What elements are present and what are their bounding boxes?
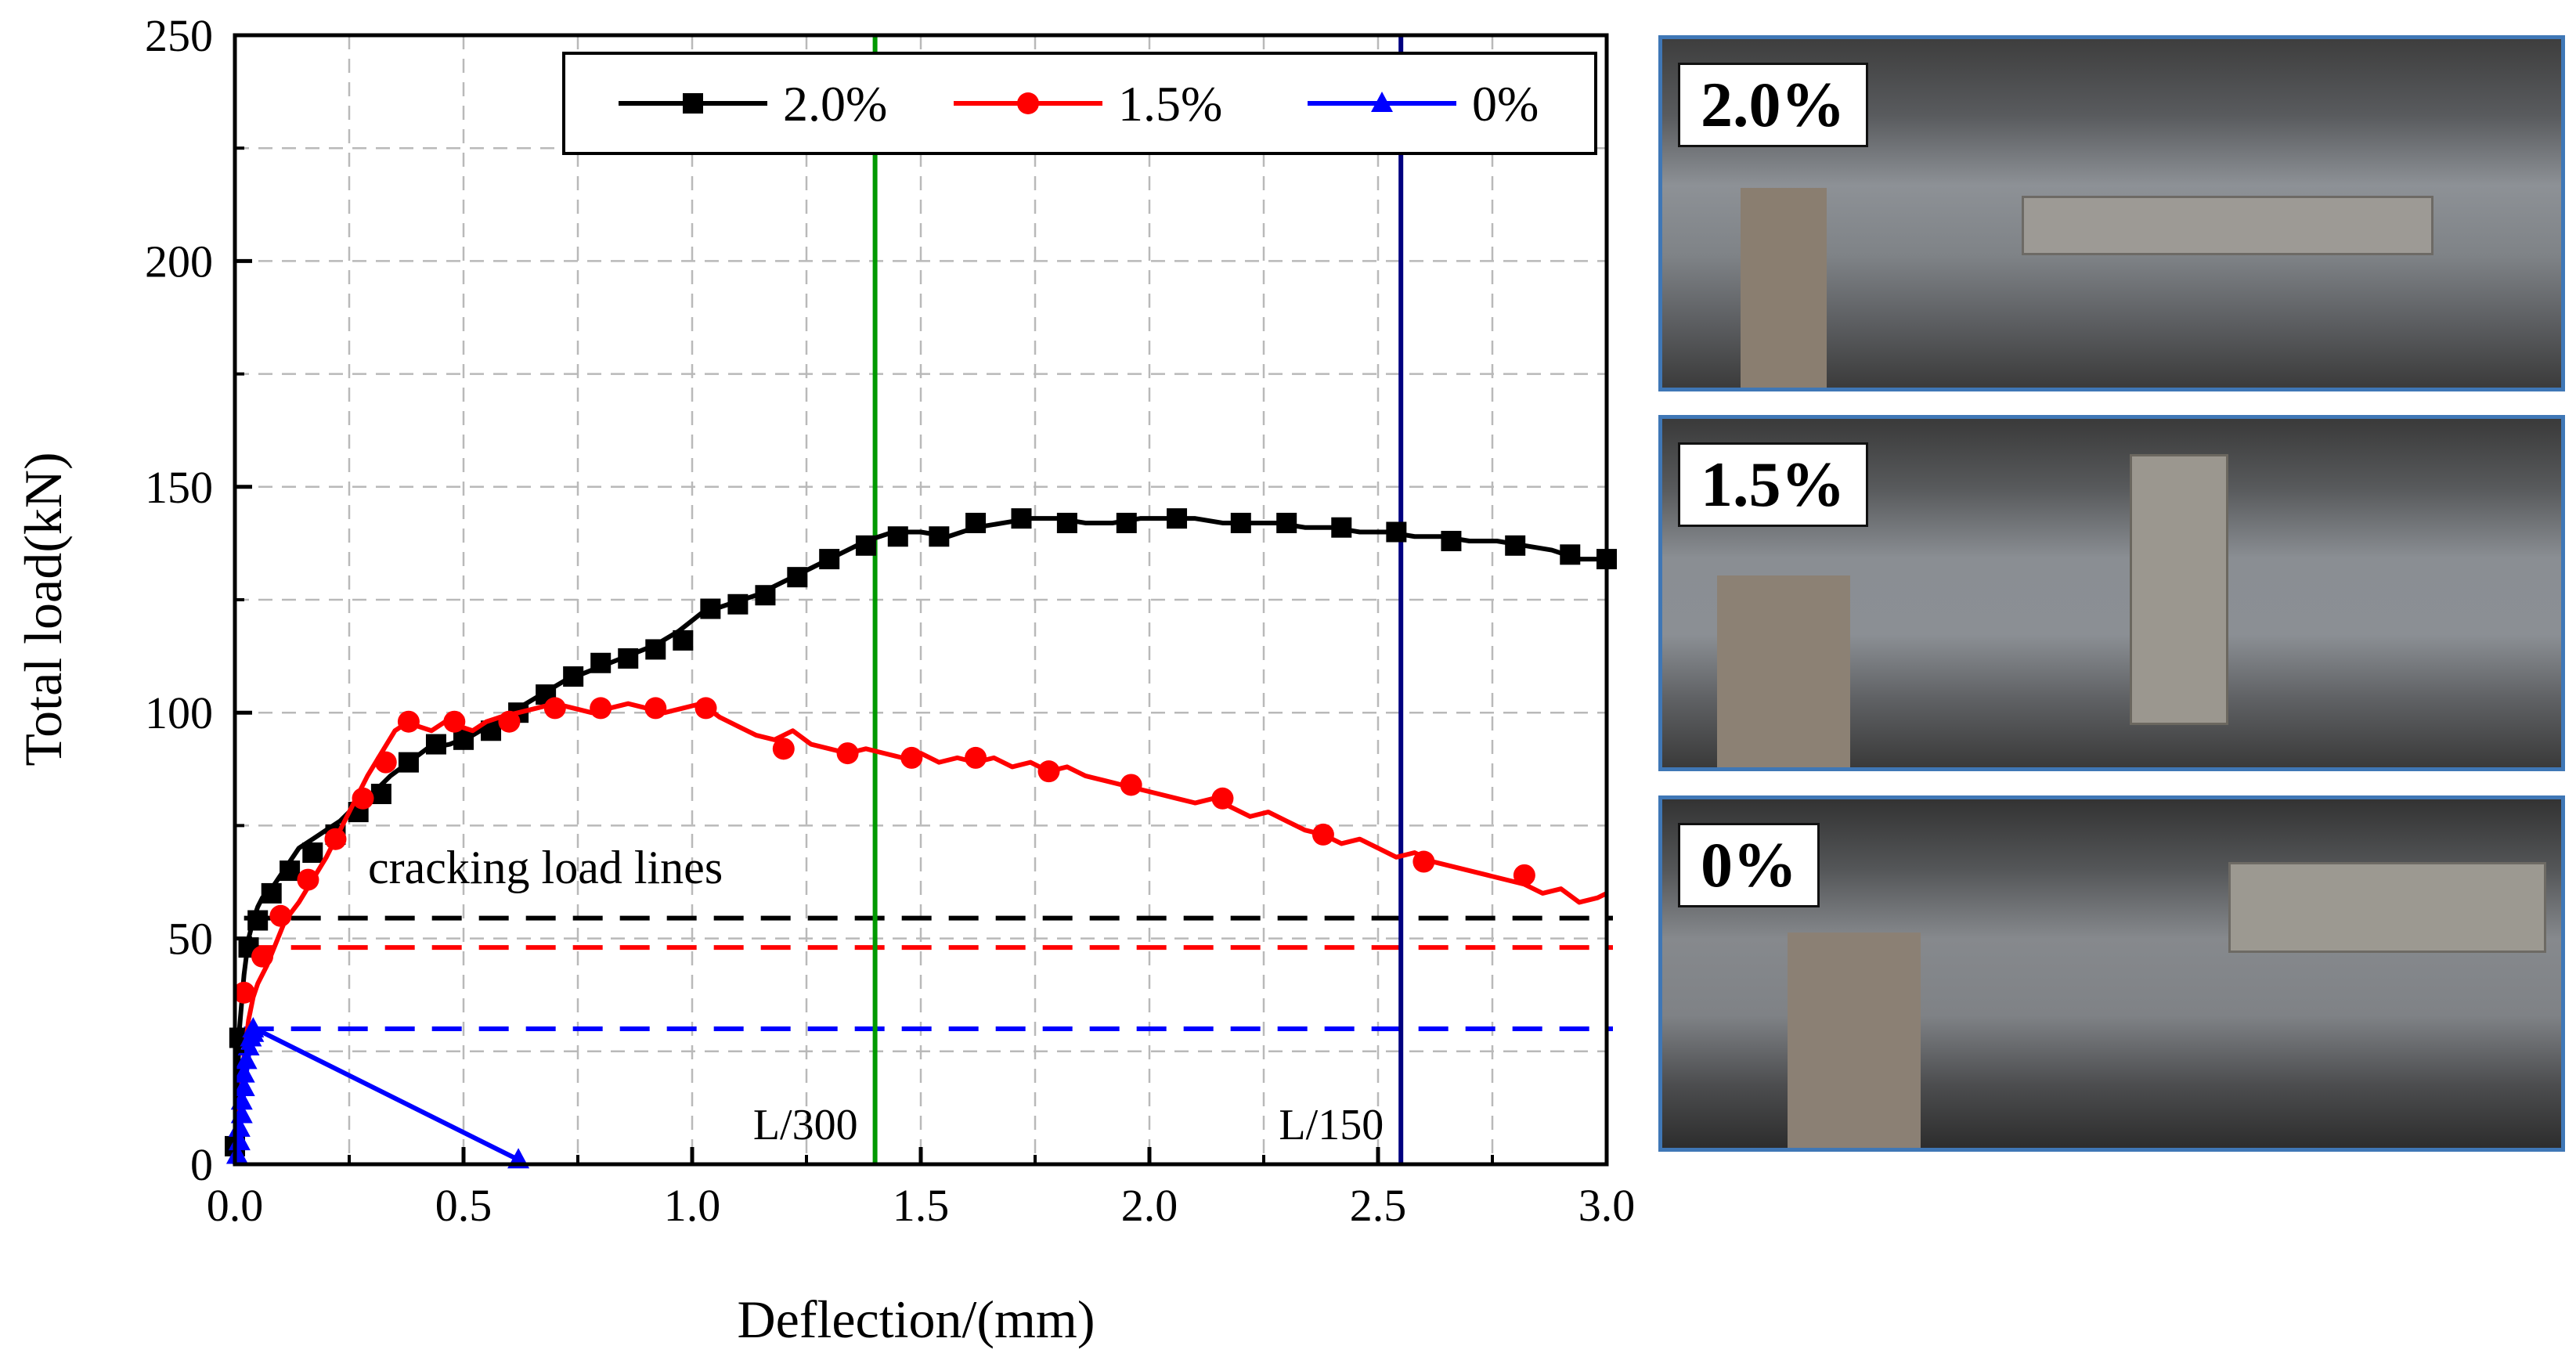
y-tick-label: 100 bbox=[145, 687, 213, 738]
specimen-photo-0: 0% bbox=[1658, 795, 2565, 1152]
data-point-square bbox=[280, 860, 301, 882]
specimen-photo-2-0: 2.0% bbox=[1658, 35, 2565, 391]
data-point-square bbox=[727, 593, 749, 615]
x-tick-label: 2.5 bbox=[1350, 1180, 1407, 1231]
data-point-triangle bbox=[242, 1016, 265, 1037]
data-point-square bbox=[929, 526, 950, 547]
data-point-square bbox=[1386, 521, 1407, 543]
data-point-square bbox=[855, 535, 876, 556]
limit-line-label: L/150 bbox=[1279, 1101, 1384, 1149]
photo-label: 0% bbox=[1678, 823, 1820, 907]
reference-lines: L/300 L/150 cracking load lines bbox=[244, 35, 1613, 1164]
data-point-circle bbox=[352, 787, 374, 810]
photo-label: 2.0% bbox=[1678, 63, 1868, 147]
data-point-square bbox=[261, 882, 282, 904]
y-tick-label: 0 bbox=[190, 1139, 213, 1190]
data-point-circle bbox=[269, 904, 292, 927]
data-point-square bbox=[398, 752, 419, 773]
x-tick-label: 0.0 bbox=[207, 1180, 264, 1231]
data-point-circle bbox=[836, 742, 859, 765]
data-point-square bbox=[1116, 512, 1137, 533]
data-point-triangle bbox=[233, 1062, 255, 1083]
data-point-circle bbox=[498, 710, 521, 733]
data-point-circle bbox=[297, 868, 319, 891]
data-point-square bbox=[425, 734, 446, 755]
y-axis-label: Total load(kN) bbox=[13, 452, 73, 766]
data-point-square bbox=[302, 842, 323, 864]
data-point-square bbox=[1011, 508, 1032, 529]
x-tick-label: 0.5 bbox=[435, 1180, 492, 1231]
y-tick-label: 150 bbox=[145, 462, 213, 513]
data-point-square bbox=[645, 639, 666, 660]
data-point-circle bbox=[1017, 92, 1039, 114]
data-point-circle bbox=[695, 697, 717, 720]
data-point-square bbox=[965, 512, 987, 533]
data-point-square bbox=[755, 585, 776, 606]
y-tick-label: 200 bbox=[145, 236, 213, 287]
data-point-square bbox=[887, 526, 908, 547]
data-point-circle bbox=[543, 697, 566, 720]
specimen-photo-1-5: 1.5% bbox=[1658, 415, 2565, 771]
annotation-text: cracking load lines bbox=[368, 842, 723, 893]
data-point-square bbox=[1276, 512, 1297, 533]
legend-entry-label: 0% bbox=[1472, 76, 1539, 132]
y-tick-label: 250 bbox=[145, 10, 213, 61]
data-point-square bbox=[819, 549, 840, 570]
data-point-circle bbox=[233, 981, 255, 1004]
data-point-square bbox=[370, 784, 391, 805]
x-tick-label: 1.0 bbox=[664, 1180, 721, 1231]
data-point-circle bbox=[644, 697, 667, 720]
data-point-square bbox=[1331, 517, 1352, 538]
data-point-circle bbox=[1311, 823, 1334, 846]
data-point-circle bbox=[1211, 787, 1234, 810]
data-point-square bbox=[590, 652, 612, 673]
load-deflection-chart: L/300 L/150 cracking load lines 0.0 0.5 1.0 1… bbox=[13, 10, 1635, 1349]
data-point-square bbox=[683, 93, 703, 114]
data-point-circle bbox=[1412, 850, 1435, 873]
data-point-triangle bbox=[1371, 92, 1393, 112]
series-line bbox=[233, 1026, 520, 1165]
data-point-circle bbox=[772, 738, 795, 760]
data-point-circle bbox=[900, 746, 923, 769]
data-point-circle bbox=[397, 710, 420, 733]
y-tick-label: 50 bbox=[168, 914, 213, 965]
legend-entry-label: 1.5% bbox=[1118, 76, 1222, 132]
data-point-square bbox=[787, 567, 808, 588]
data-point-square bbox=[247, 910, 269, 931]
axes: 0.0 0.5 1.0 1.5 2.0 2.5 3.0 0 50 100 150 200 250 bbox=[145, 10, 1635, 1231]
data-point-circle bbox=[965, 746, 987, 769]
data-point-square bbox=[1056, 512, 1077, 533]
data-point-square bbox=[453, 729, 474, 750]
data-point-square bbox=[700, 598, 721, 619]
data-point-circle bbox=[590, 697, 612, 720]
x-axis-label: Deflection/(mm) bbox=[738, 1290, 1095, 1349]
data-point-circle bbox=[324, 828, 347, 850]
data-point-square bbox=[1560, 544, 1581, 565]
x-tick-label: 2.0 bbox=[1121, 1180, 1178, 1231]
data-point-triangle bbox=[233, 1075, 255, 1096]
data-point-square bbox=[1230, 512, 1251, 533]
data-point-circle bbox=[251, 945, 274, 968]
data-point-square bbox=[1505, 535, 1526, 556]
data-point-square bbox=[673, 629, 694, 651]
data-point-circle bbox=[443, 710, 466, 733]
data-point-square bbox=[1441, 531, 1462, 552]
data-point-square bbox=[1167, 508, 1188, 529]
legend-entry-label: 2.0% bbox=[783, 76, 887, 132]
x-tick-label: 1.5 bbox=[893, 1180, 950, 1231]
x-tick-label: 3.0 bbox=[1578, 1180, 1636, 1231]
data-point-circle bbox=[1120, 774, 1142, 796]
limit-line-label: L/300 bbox=[753, 1101, 858, 1149]
data-point-square bbox=[563, 666, 584, 687]
data-point-square bbox=[618, 648, 639, 669]
data-point-triangle bbox=[235, 1048, 258, 1070]
data-point-triangle bbox=[225, 1143, 248, 1164]
photo-label: 1.5% bbox=[1678, 442, 1868, 527]
data-point-circle bbox=[374, 751, 397, 774]
data-point-circle bbox=[1037, 760, 1060, 783]
legend: 2.0% 1.5% 0% bbox=[562, 52, 1597, 155]
data-point-circle bbox=[1513, 864, 1535, 886]
